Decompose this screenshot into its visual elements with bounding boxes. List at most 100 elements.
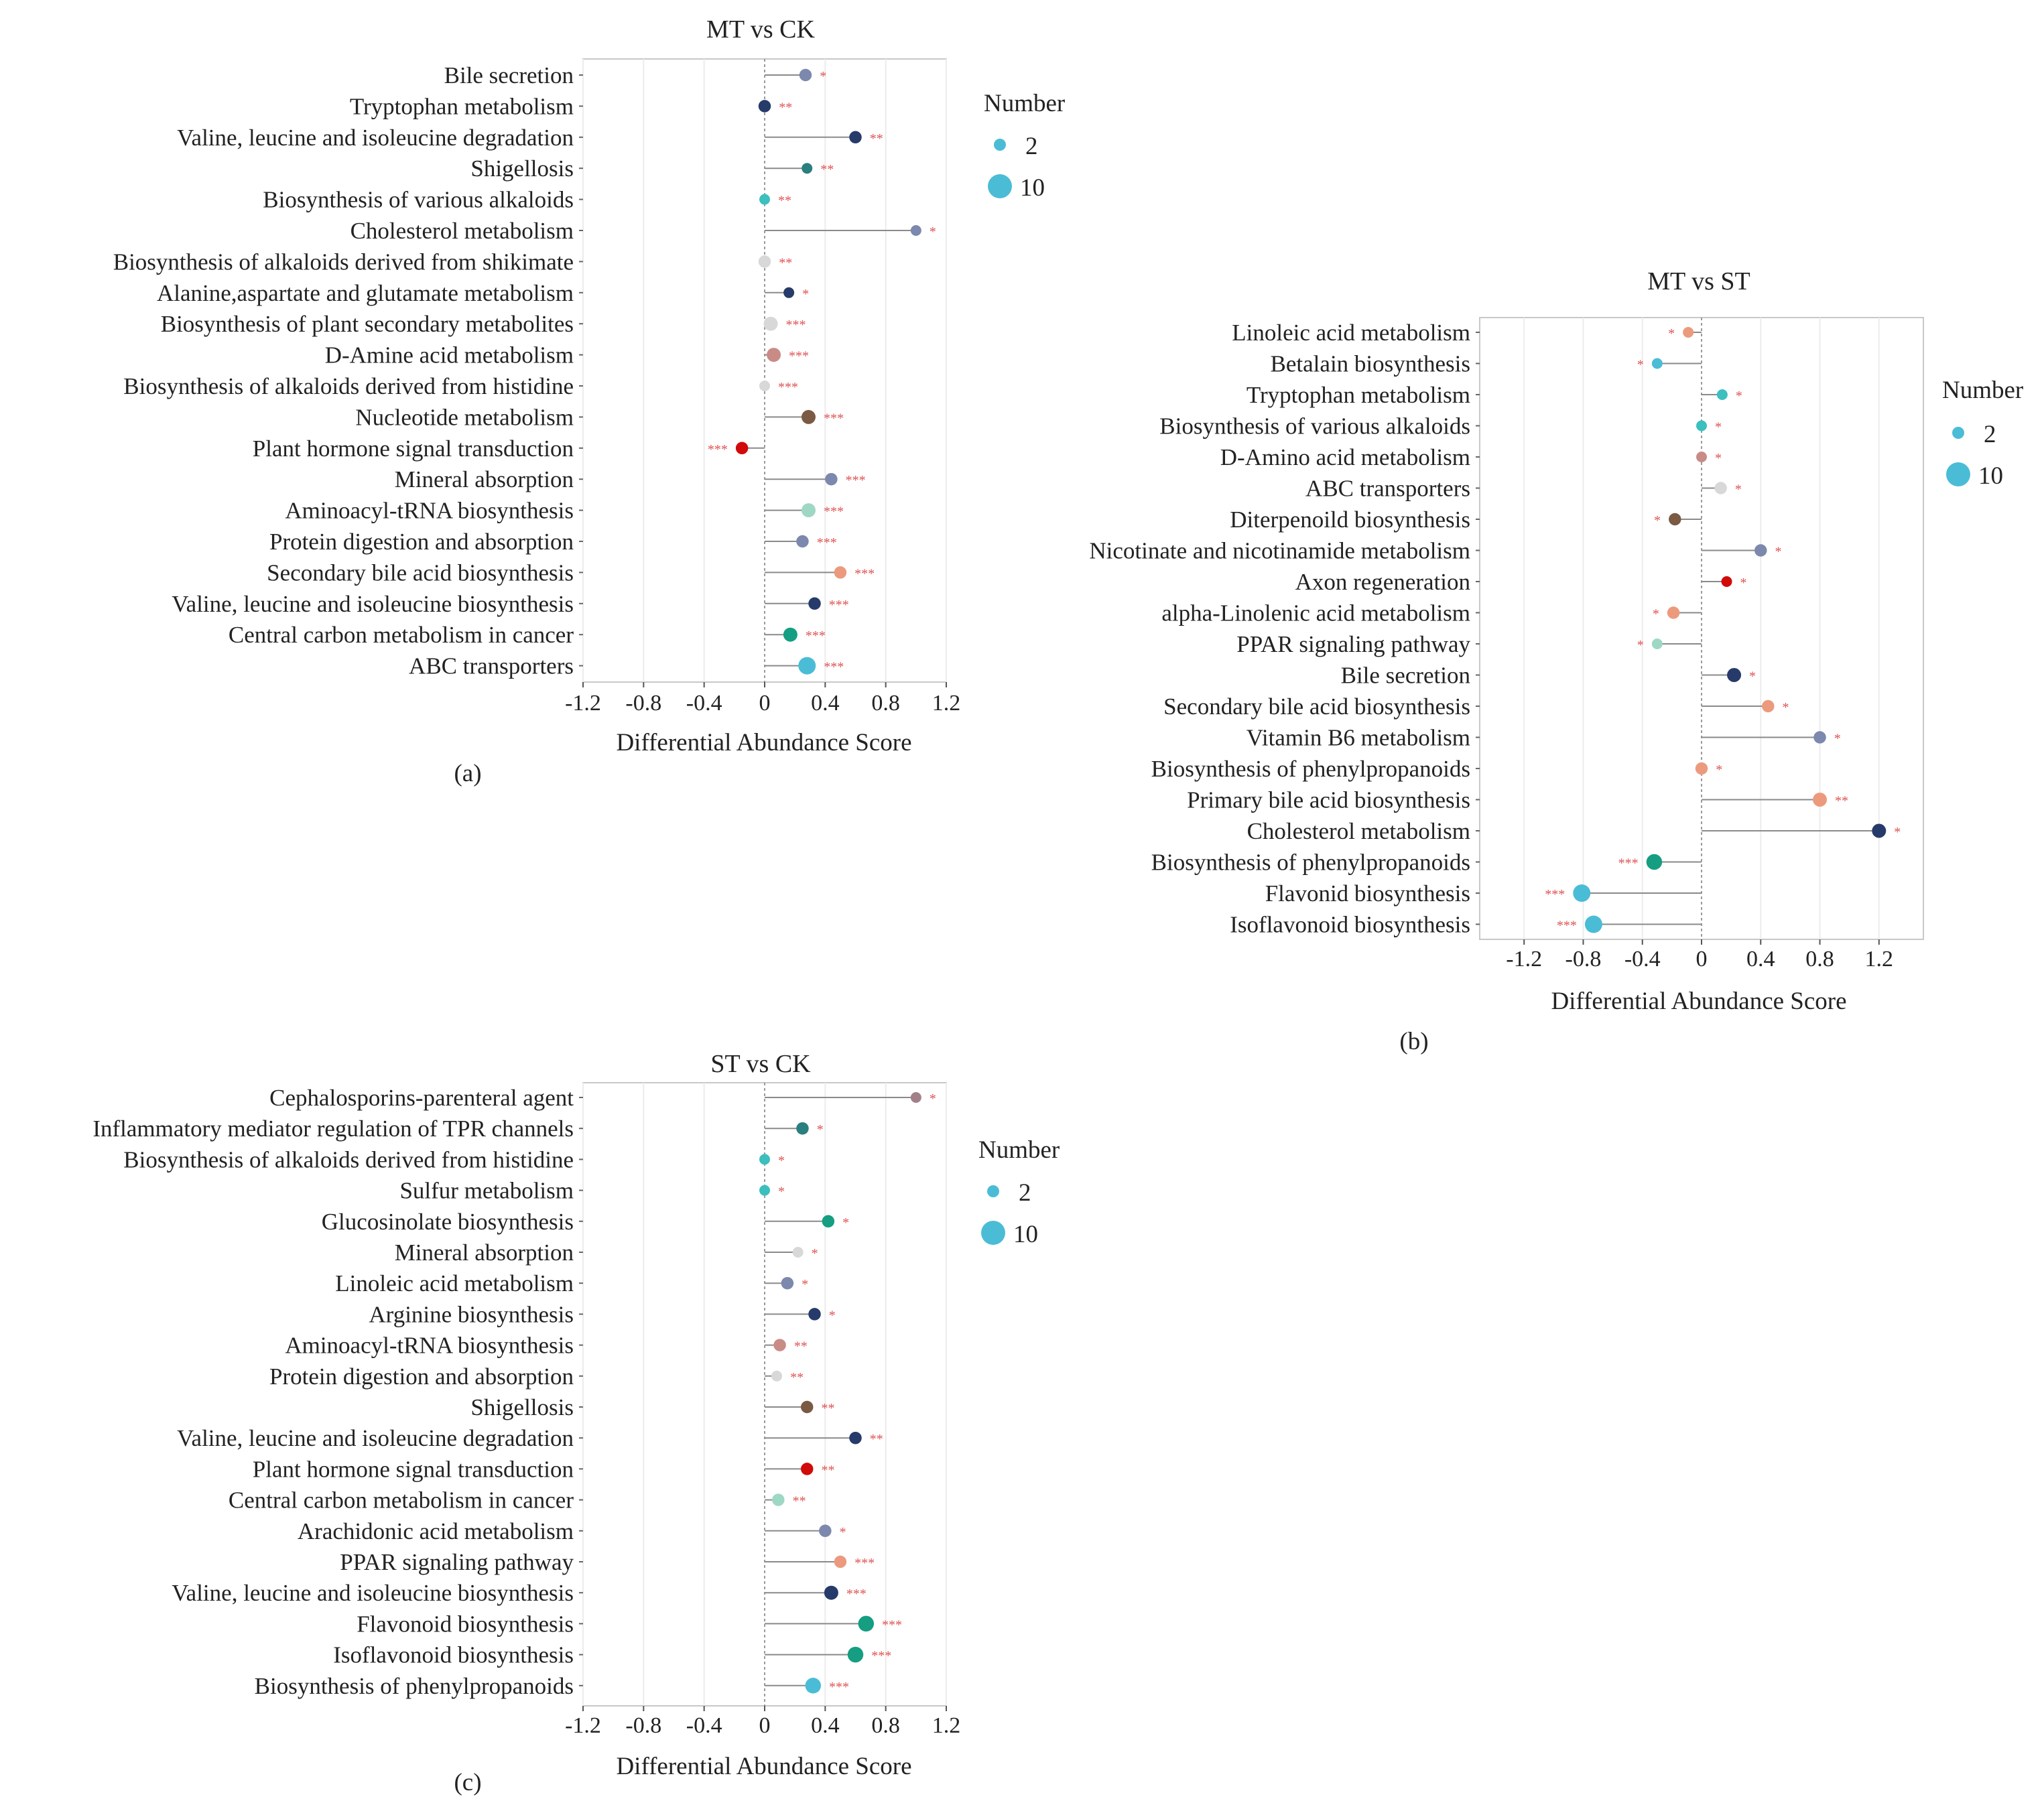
- panel-c-category-label: Arginine biosynthesis: [369, 1301, 574, 1327]
- panel-a-legend-large-label: 10: [1020, 174, 1045, 202]
- panel-b-tick-label: 0.4: [1746, 947, 1775, 972]
- panel-b-dot: [1584, 915, 1602, 933]
- panel-b-dot: [1716, 389, 1728, 400]
- panel-b-dot: [1872, 823, 1887, 838]
- panel-b-category-label: Nicotinate and nicotinamide metabolism: [1089, 538, 1470, 564]
- panel-b-legend-large-dot: [1946, 462, 1970, 486]
- panel-a-significance-label: **: [779, 255, 792, 270]
- panel-c-significance-label: *: [930, 1091, 936, 1106]
- panel-a-label: (a): [454, 760, 481, 787]
- panel-b-legend-title: Number: [1942, 377, 2023, 404]
- panel-b-tick-label: -0.4: [1624, 947, 1661, 972]
- panel-c-dot: [849, 1431, 862, 1445]
- panel-c-significance-label: *: [842, 1215, 849, 1230]
- panel-a-significance-label: ***: [824, 411, 844, 425]
- panel-b-significance-label: *: [1736, 389, 1742, 403]
- panel-c-significance-label: **: [870, 1432, 883, 1447]
- panel-c-category-label: Glucosinolate biosynthesis: [322, 1209, 574, 1235]
- panel-b-category-label: Axon regeneration: [1295, 569, 1470, 595]
- panel-a-tick-label: 0.4: [811, 691, 840, 716]
- panel-b-dot: [1651, 639, 1663, 649]
- panel-c-dot: [800, 1463, 814, 1475]
- panel-c-dot: [910, 1092, 921, 1103]
- panel-b-category-label: Vitamin B6 metabolism: [1247, 725, 1470, 751]
- panel-b-gridlines: [1523, 318, 1880, 939]
- panel-a-significance-label: ***: [854, 566, 875, 581]
- panel-a-significance-label: *: [930, 224, 936, 239]
- panel-b-category-label: Primary bile acid biosynthesis: [1187, 787, 1470, 813]
- panel-b-category-labels: Linoleic acid metabolism Betalain biosynt…: [1089, 320, 1480, 938]
- panel-c-category-label: Valine, leucine and isoleucine biosynthe…: [172, 1580, 574, 1606]
- panel-b-dot: [1696, 452, 1707, 462]
- panel-a-category-label: Biosynthesis of alkaloids derived from s…: [113, 249, 574, 275]
- panel-b-category-label: Biosynthesis of various alkaloids: [1159, 413, 1470, 440]
- panel-a-significance-label: ***: [824, 505, 844, 519]
- panel-b-significance-label: *: [1654, 513, 1661, 528]
- panel-b-dot: [1646, 854, 1663, 870]
- panel-b-category-label: Diterpenoild biosynthesis: [1230, 507, 1470, 533]
- panel-c-legend-large-label: 10: [1013, 1221, 1038, 1248]
- panel-c-marks: ************************************: [759, 1091, 936, 1694]
- panel-c-significance-label: **: [794, 1339, 808, 1354]
- panel-b-category-label: Isoflavonoid biosynthesis: [1230, 912, 1470, 938]
- panel-b-category-label: Bile secretion: [1341, 663, 1470, 689]
- panel-b-significance-label: **: [1835, 794, 1848, 809]
- panel-b-dot: [1669, 513, 1681, 526]
- panel-a-dot: [910, 225, 921, 236]
- panel-c-significance-label: *: [812, 1246, 818, 1261]
- panel-c-significance-label: *: [778, 1153, 785, 1168]
- panel-a-category-label: Biosynthesis of alkaloids derived from h…: [123, 373, 574, 399]
- panel-a-gridlines: [582, 59, 947, 682]
- panel-b-significance-label: ***: [1545, 887, 1565, 902]
- panel-b-dot: [1754, 544, 1767, 557]
- panel-c-legend-title: Number: [978, 1136, 1060, 1164]
- panel-b-significance-label: ***: [1557, 919, 1577, 933]
- panel-c-dot: [819, 1524, 832, 1538]
- panel-a-marks: ****************************************…: [708, 68, 936, 675]
- panel-a-tick-label: 0.8: [871, 691, 900, 716]
- panel-c-tick-label: 0.4: [811, 1713, 840, 1738]
- panel-a-significance-label: ***: [846, 473, 866, 488]
- panel-c-significance-label: ***: [829, 1680, 849, 1694]
- panel-a-category-labels: Bile secretion Tryptophan metabolism Valin…: [113, 62, 583, 679]
- panel-a-category-label: Biosynthesis of plant secondary metaboli…: [161, 311, 574, 337]
- panel-c-dot: [858, 1615, 875, 1632]
- panel-a-category-label: ABC transporters: [409, 653, 574, 679]
- panel-c-tick-label: 0: [759, 1713, 771, 1738]
- panel-c-category-label: Cephalosporins-parenteral agent: [269, 1085, 574, 1111]
- panel-c-dot: [808, 1308, 821, 1321]
- panel-c-significance-label: *: [840, 1525, 846, 1540]
- panel-b-category-label: D-Amino acid metabolism: [1220, 444, 1470, 470]
- panel-b-dot: [1813, 731, 1826, 744]
- panel-c-legend-small-label: 2: [1019, 1179, 1031, 1207]
- panel-c-legend: Number 2 10: [978, 1136, 1060, 1248]
- panel-a-legend-large-dot: [988, 174, 1012, 198]
- panel-b-legend-large-label: 10: [1978, 462, 2003, 490]
- panel-a-dot: [783, 287, 795, 298]
- panel-c-gridlines: [582, 1083, 947, 1706]
- panel-a-legend-title: Number: [984, 90, 1065, 117]
- panel-b-category-label: PPAR signaling pathway: [1236, 631, 1470, 657]
- panel-a-dot: [758, 100, 771, 113]
- panel-b-dot: [1695, 762, 1708, 775]
- panel-a-significance-label: ***: [778, 380, 798, 395]
- panel-b-tick-label: 1.2: [1865, 947, 1894, 972]
- panel-c-category-label: Biosynthesis of phenylpropanoids: [255, 1673, 574, 1699]
- panel-b-significance-label: ***: [1618, 856, 1639, 871]
- panel-a-tick-label: 1.2: [932, 691, 961, 716]
- panel-b-significance-label: *: [1653, 607, 1659, 622]
- panel-b-significance-label: *: [1894, 825, 1901, 840]
- panel-b-category-label: Flavonid biosynthesis: [1265, 880, 1470, 907]
- panel-b-tick-label: -1.2: [1506, 947, 1542, 972]
- panel-c-tick-label: 0.8: [871, 1713, 900, 1738]
- panel-c-dot: [834, 1555, 847, 1568]
- panel-a-significance-label: ***: [789, 349, 809, 364]
- panel-a-dot: [799, 68, 812, 82]
- panel-a-dot: [808, 597, 821, 610]
- panel-a-dot: [758, 255, 771, 268]
- panel-a-dot: [796, 535, 809, 548]
- panel-a-legend-small-label: 2: [1025, 133, 1038, 160]
- panel-a-tick-label: 0: [759, 691, 771, 716]
- panel-b-category-label: Secondary bile acid biosynthesis: [1163, 693, 1470, 720]
